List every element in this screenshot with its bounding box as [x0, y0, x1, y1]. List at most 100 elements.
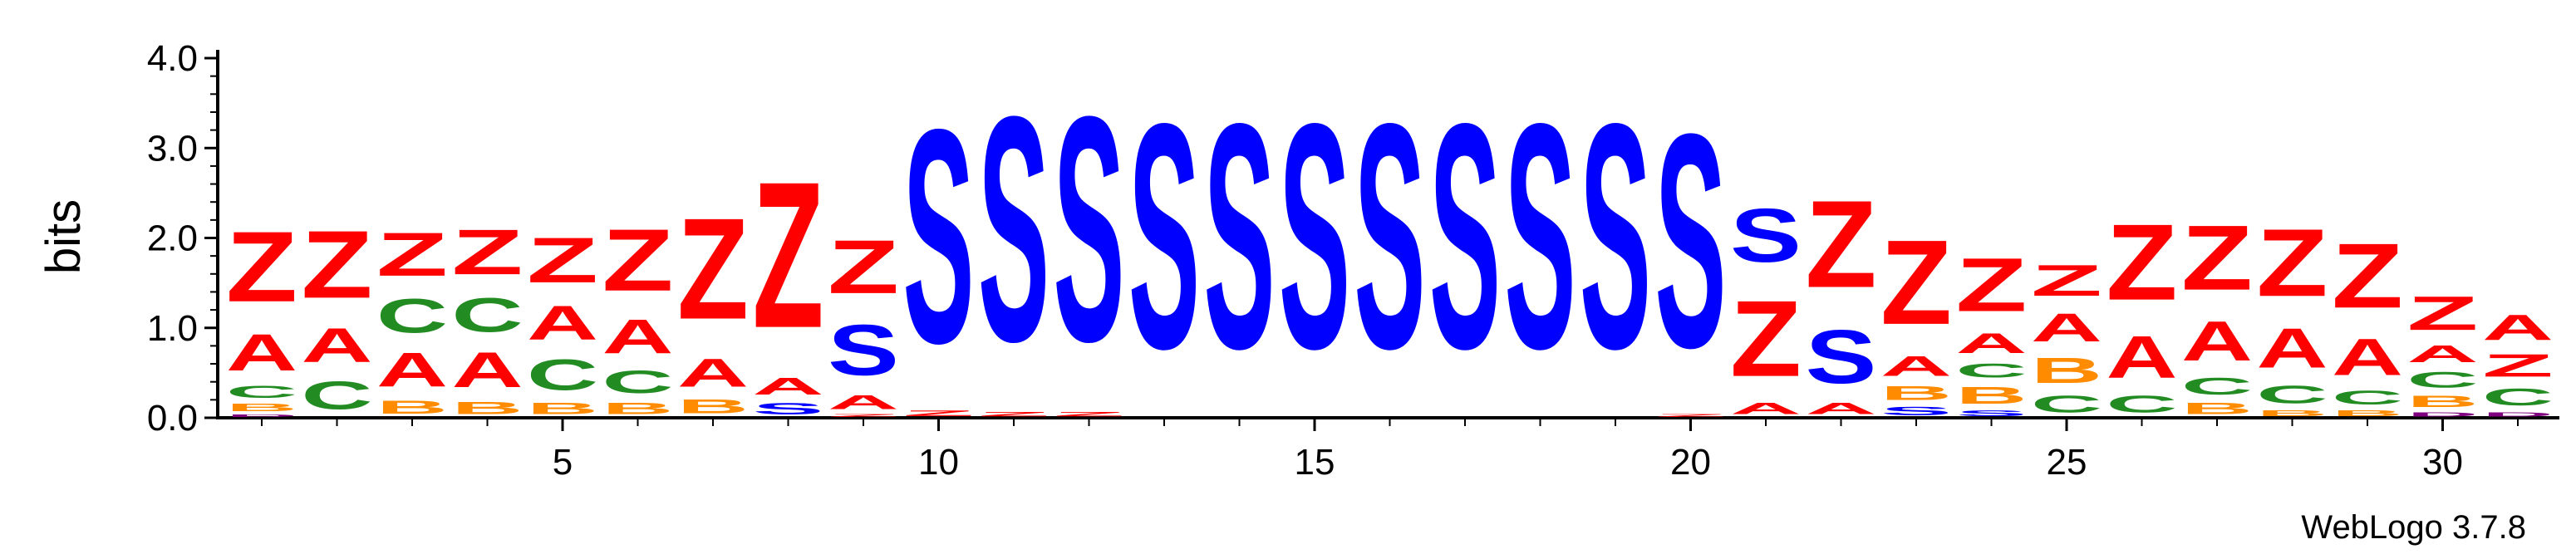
- logo-glyph-a: A: [226, 324, 297, 382]
- logo-glyph-s: S: [1204, 57, 1276, 416]
- logo-glyph-d: D: [226, 414, 297, 418]
- logo-glyph-c: C: [2107, 391, 2178, 418]
- x-tick-label: 10: [918, 442, 959, 483]
- logo-glyph-b: B: [527, 400, 598, 419]
- logo-glyph-s: S: [1880, 404, 1952, 418]
- logo-glyph-a: A: [1806, 400, 1877, 419]
- logo-glyph-s: S: [828, 310, 899, 390]
- x-tick-label: 5: [553, 442, 573, 483]
- logo-glyph-z: Z: [753, 140, 824, 372]
- logo-glyph-s: S: [1956, 409, 2028, 418]
- logo-glyph-z: Z: [2257, 209, 2328, 316]
- logo-glyph-a: A: [2181, 310, 2253, 373]
- logo-glyph-b: B: [226, 401, 297, 413]
- logo-glyph-c: C: [2031, 391, 2102, 418]
- logo-glyph-c: C: [1956, 360, 2028, 382]
- logo-glyph-a: A: [2031, 306, 2102, 351]
- logo-glyph-s: S: [1806, 314, 1877, 400]
- logo-glyph-z: Z: [828, 224, 899, 310]
- logo-glyph-a: A: [677, 351, 749, 395]
- logo-glyph-s: S: [753, 400, 824, 418]
- logo-glyph-d: D: [2482, 410, 2554, 418]
- logo-glyph-b: B: [2407, 393, 2479, 411]
- x-tick-label: 20: [1670, 442, 1711, 483]
- logo-glyph-a: A: [2407, 341, 2479, 367]
- logo-glyph-z: Z: [2181, 206, 2253, 309]
- y-tick-label: 1.0: [147, 308, 198, 349]
- logo-glyph-c: C: [2332, 386, 2403, 409]
- logo-glyph-c: C: [302, 373, 373, 418]
- logo-glyph-s: S: [1054, 50, 1125, 409]
- logo-glyph-c: C: [527, 351, 598, 400]
- logo-glyph-b: B: [1956, 382, 2028, 409]
- logo-glyph-z: Z: [903, 409, 975, 418]
- logo-glyph-s: S: [1730, 193, 1802, 278]
- logo-glyph-a: A: [2257, 316, 2328, 380]
- logo-glyph-z: Z: [1730, 277, 1802, 399]
- logo-glyph-z: Z: [2407, 287, 2479, 341]
- logo-glyph-s: S: [1354, 57, 1426, 416]
- logo-glyph-a: A: [376, 343, 448, 397]
- y-axis-label: bits: [37, 199, 91, 274]
- y-tick-label: 2.0: [147, 218, 198, 259]
- logo-glyph-b: B: [602, 400, 674, 419]
- x-tick-label: 30: [2422, 442, 2463, 483]
- logo-glyph-c: C: [2257, 380, 2328, 409]
- x-tick-label: 15: [1295, 442, 1335, 483]
- logo-glyph-s: S: [1655, 71, 1727, 412]
- logo-glyph-z: Z: [978, 410, 1050, 418]
- logo-glyph-b: B: [2332, 409, 2403, 418]
- logo-glyph-s: S: [1580, 57, 1651, 416]
- logo-glyph-s: S: [1279, 57, 1350, 416]
- logo-glyph-a: A: [2332, 328, 2403, 386]
- logo-glyph-c: C: [226, 382, 297, 402]
- logo-glyph-a: A: [1880, 351, 1952, 382]
- logo-glyph-d: D: [2407, 410, 2479, 418]
- logo-glyph-b: B: [2181, 400, 2253, 419]
- logo-glyph-c: C: [452, 288, 524, 342]
- logo-glyph-z: Z: [527, 224, 598, 296]
- logo-glyph-a: A: [2107, 323, 2178, 390]
- logo-glyph-a: A: [452, 342, 524, 398]
- logo-glyph-z: Z: [1956, 243, 2028, 328]
- logo-glyph-z: Z: [677, 188, 749, 350]
- logo-glyph-a: A: [302, 318, 373, 372]
- logo-glyph-s: S: [1505, 57, 1576, 416]
- x-ticks: 5 10 15 20 25 30: [261, 418, 2519, 483]
- logo-glyph-a: A: [753, 373, 824, 400]
- logo-glyph-a: A: [828, 391, 899, 414]
- logo-glyph-a: A: [2482, 307, 2554, 348]
- logo-glyph-z: Z: [1054, 410, 1125, 418]
- logo-glyph-b: B: [376, 397, 448, 418]
- logo-glyph-z: Z: [1880, 216, 1952, 350]
- logo-glyph-s: S: [978, 50, 1050, 409]
- logo-glyph-c: C: [376, 289, 448, 343]
- logo-glyph-c: C: [2407, 368, 2479, 393]
- logo-glyph-s: S: [903, 66, 975, 407]
- logo-glyph-b: B: [452, 398, 524, 418]
- logo-glyph-z: Z: [1806, 174, 1877, 314]
- logo-glyph-a: A: [1956, 328, 2028, 360]
- logo-glyph-b: B: [677, 395, 749, 418]
- logo-glyph-c: C: [2482, 384, 2554, 410]
- weblogo-credit: WebLogo 3.7.8: [2301, 509, 2526, 546]
- logo-glyph-c: C: [2181, 373, 2253, 400]
- y-tick-label: 4.0: [147, 38, 198, 79]
- logo-glyphs: DBCAZCAZBACZBACZBCAZBCAZBAZSAZZASZZSZSZS…: [226, 50, 2554, 418]
- logo-glyph-z: Z: [602, 211, 674, 309]
- logo-glyph-z: Z: [828, 414, 899, 418]
- logo-glyph-s: S: [1429, 57, 1501, 416]
- logo-glyph-z: Z: [2482, 348, 2554, 384]
- x-tick-label: 25: [2047, 442, 2087, 483]
- logo-glyph-b: B: [2031, 351, 2102, 391]
- logo-glyph-z: Z: [2332, 224, 2403, 327]
- logo-glyph-b: B: [2257, 409, 2328, 418]
- logo-glyph-a: A: [1730, 400, 1802, 419]
- logo-glyph-z: Z: [452, 217, 524, 288]
- logo-glyph-s: S: [1128, 57, 1200, 416]
- logo-glyph-a: A: [527, 296, 598, 350]
- logo-glyph-z: Z: [2031, 256, 2102, 305]
- logo-glyph-z: Z: [1655, 414, 1727, 418]
- logo-glyph-a: A: [602, 310, 674, 364]
